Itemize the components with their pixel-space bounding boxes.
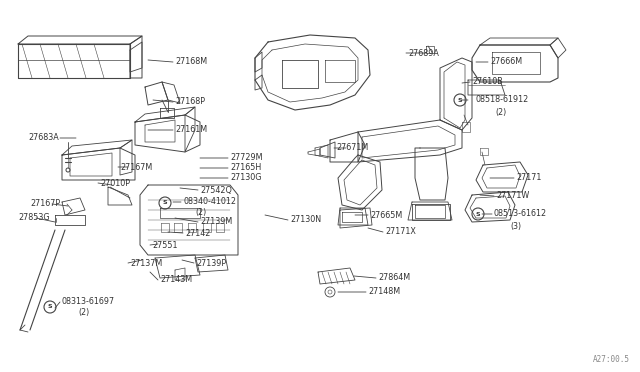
Text: 27168M: 27168M — [175, 58, 207, 67]
Text: 27139P: 27139P — [196, 259, 226, 267]
Text: 27130G: 27130G — [230, 173, 262, 183]
Text: 08340-41012: 08340-41012 — [183, 198, 236, 206]
Text: 27689A: 27689A — [408, 48, 439, 58]
Text: (3): (3) — [510, 221, 521, 231]
Text: 08313-61697: 08313-61697 — [62, 298, 115, 307]
Text: 27167P: 27167P — [30, 199, 60, 208]
Text: S: S — [458, 97, 462, 103]
Text: 27542Q: 27542Q — [200, 186, 232, 195]
Text: 27729M: 27729M — [230, 154, 262, 163]
Text: 27171W: 27171W — [496, 192, 529, 201]
Text: 27137M: 27137M — [130, 259, 163, 267]
Text: 27167M: 27167M — [120, 163, 152, 171]
Text: 27171X: 27171X — [385, 228, 416, 237]
Text: 27171: 27171 — [516, 173, 541, 183]
Text: S: S — [476, 212, 480, 217]
Text: 27853G: 27853G — [18, 214, 50, 222]
Text: 27610B: 27610B — [472, 77, 503, 87]
Text: 27130N: 27130N — [290, 215, 321, 224]
Text: S: S — [163, 201, 167, 205]
Text: A27:00.5: A27:00.5 — [593, 355, 630, 364]
Text: 27671M: 27671M — [336, 144, 368, 153]
Text: 27148M: 27148M — [368, 288, 400, 296]
Text: 27165H: 27165H — [230, 164, 261, 173]
Text: 08518-61912: 08518-61912 — [476, 96, 529, 105]
Text: 27161M: 27161M — [175, 125, 207, 135]
Text: (2): (2) — [495, 108, 506, 116]
Text: 27143M: 27143M — [160, 276, 192, 285]
Text: S: S — [48, 305, 52, 310]
Text: 27864M: 27864M — [378, 273, 410, 282]
Text: 27666M: 27666M — [490, 58, 522, 67]
Text: 27665M: 27665M — [370, 211, 403, 219]
Text: 27168P: 27168P — [175, 97, 205, 106]
Text: 27142: 27142 — [185, 228, 211, 237]
Text: 27139M: 27139M — [200, 218, 232, 227]
Text: 08513-61612: 08513-61612 — [494, 209, 547, 218]
Text: (2): (2) — [78, 308, 89, 317]
Text: 27010P: 27010P — [100, 179, 130, 187]
Text: 27683A: 27683A — [28, 134, 59, 142]
Text: (2): (2) — [195, 208, 206, 217]
Text: 27551: 27551 — [152, 241, 177, 250]
